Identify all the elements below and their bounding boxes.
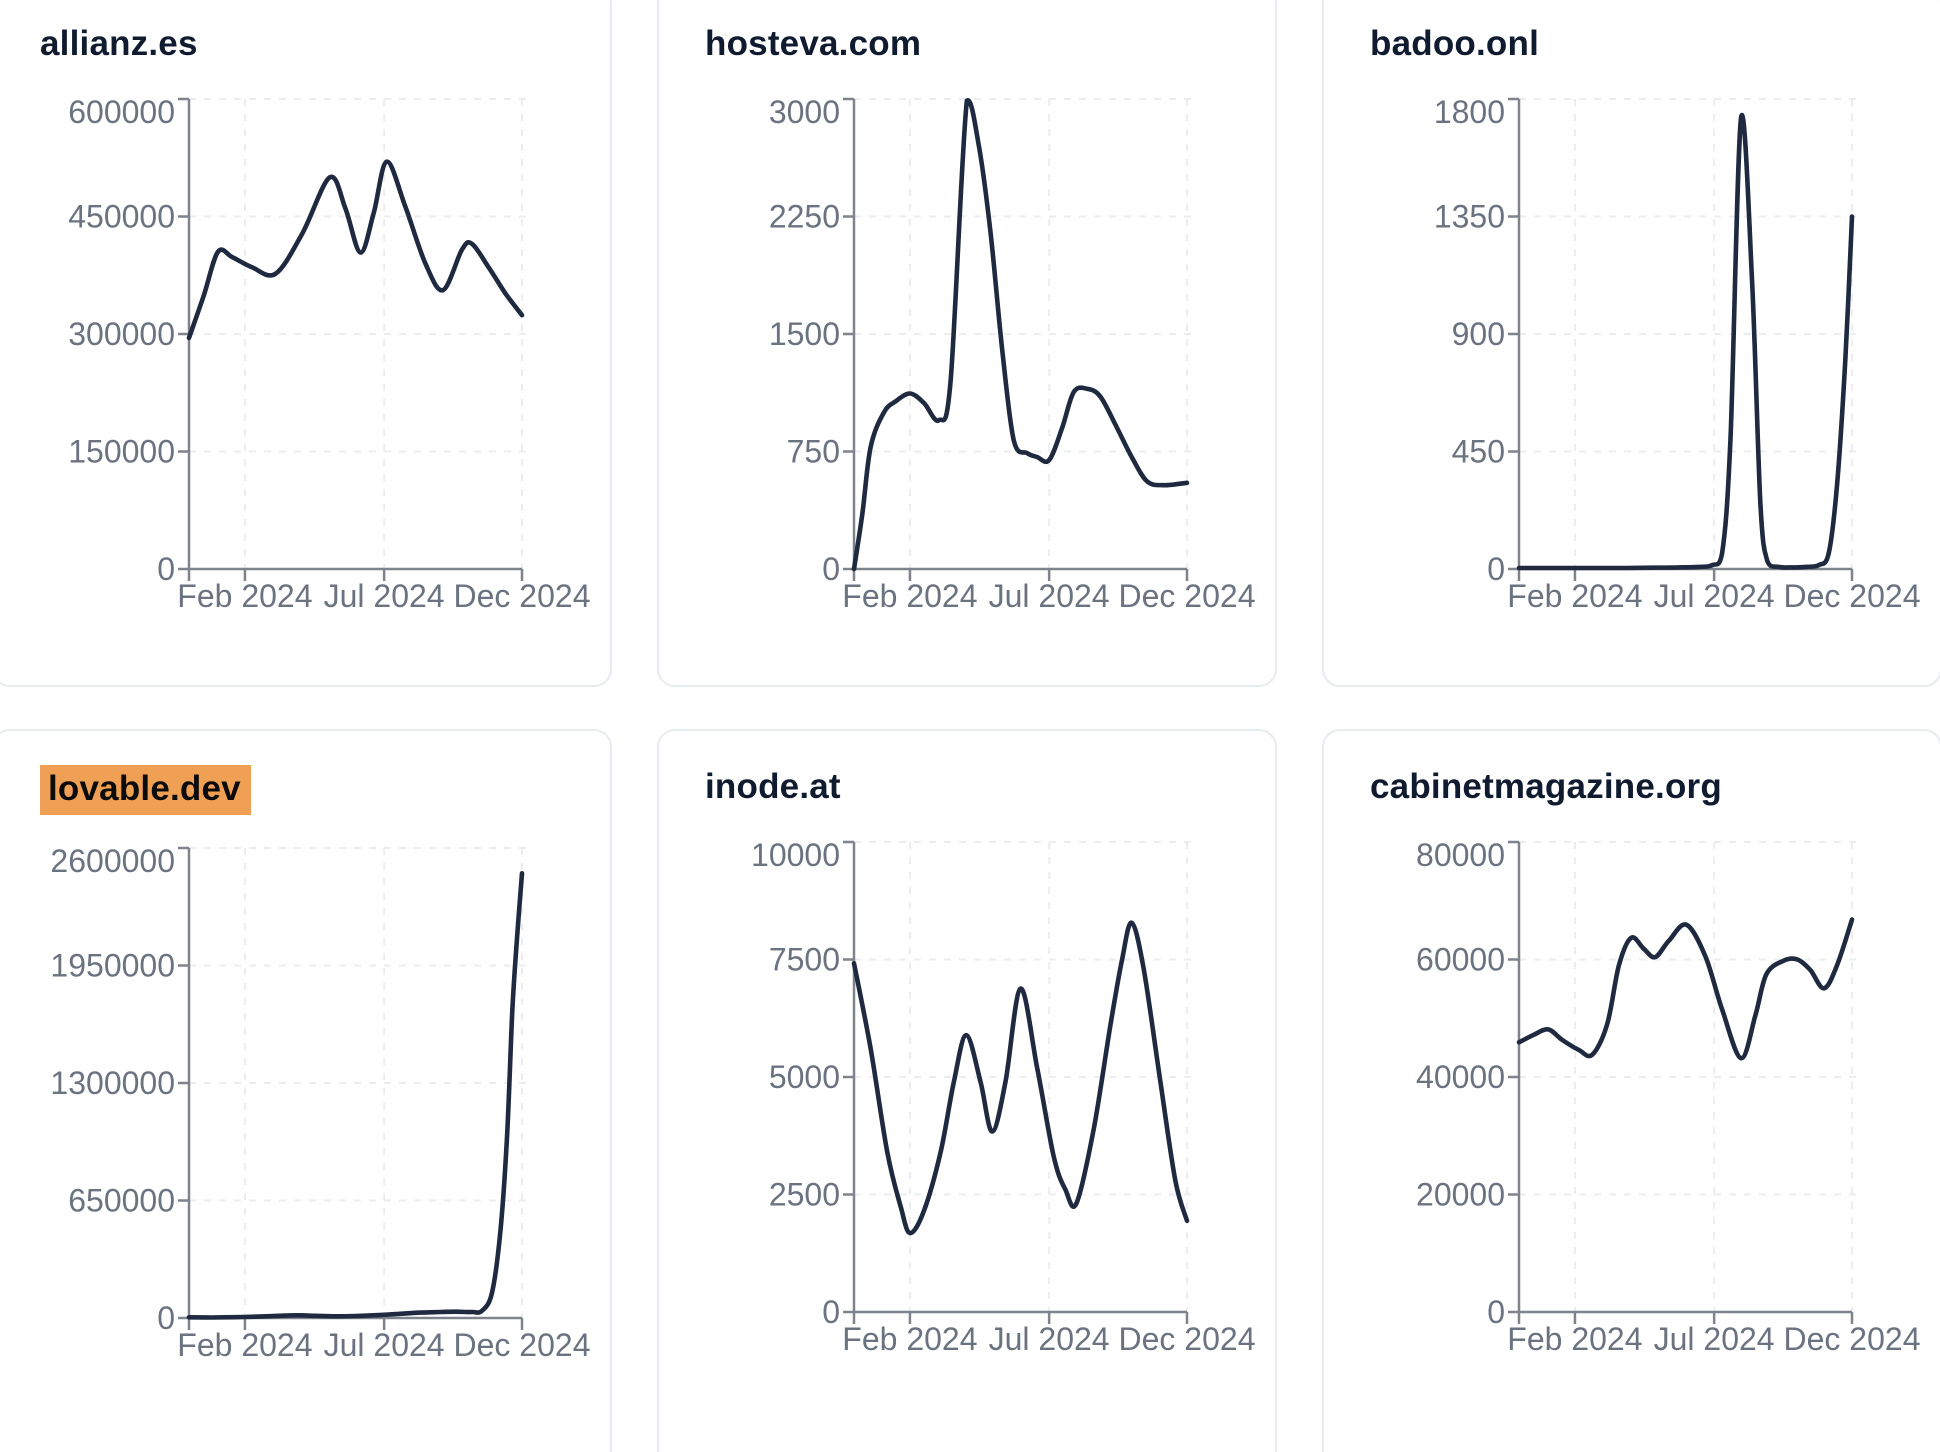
domain-title: allianz.es [0, 22, 610, 66]
x-tick-label: Dec 2024 [1784, 578, 1921, 614]
y-tick-label: 2500 [769, 1177, 840, 1213]
traffic-line-chart: 0 450 900 1350 1800 Feb 2024 Jul 2024 Dec 2024 [1434, 94, 1921, 614]
y-tick-label: 750 [787, 434, 840, 470]
y-tick-label: 0 [157, 551, 175, 587]
y-tick-label: 1800 [1434, 94, 1505, 130]
y-tick-label: 1500 [769, 316, 840, 352]
card-cabinetmagazine-org: cabinetmagazine.org 0 20000 40000 60000 8000… [1322, 729, 1940, 1452]
y-tick-label: 650000 [68, 1183, 175, 1219]
card-inode-at: inode.at 0 2500 5000 7500 10000 Feb 2024 Jul 2… [657, 729, 1277, 1452]
y-tick-label: 1300000 [50, 1065, 175, 1101]
y-tick-label: 40000 [1416, 1059, 1505, 1095]
card-hosteva-com: hosteva.com 0 750 1500 2250 3000 Feb 2024 Jul … [657, 0, 1277, 687]
series-line [1516, 112, 1855, 571]
x-tick-label: Feb 2024 [177, 578, 312, 614]
y-tick-label: 0 [157, 1300, 175, 1336]
x-tick-label: Jul 2024 [1654, 578, 1775, 614]
x-tick-label: Dec 2024 [454, 578, 591, 614]
domain-title-text: cabinetmagazine.org [1370, 767, 1722, 806]
y-tick-label: 600000 [68, 94, 175, 130]
x-tick-label: Feb 2024 [842, 1321, 977, 1357]
traffic-line-chart: 0 650000 1300000 1950000 2600000 Feb 2024 Jul … [50, 843, 591, 1363]
traffic-line-chart: 0 20000 40000 60000 80000 Feb 2024 Jul 2024 Dec… [1416, 837, 1921, 1357]
card-allianz-es: allianz.es 0 150000 300000 450000 600000 Feb … [0, 0, 612, 687]
y-tick-label: 60000 [1416, 942, 1505, 978]
series-line [1516, 917, 1855, 1061]
series-line [851, 920, 1190, 1236]
traffic-line-chart: 0 150000 300000 450000 600000 Feb 2024 Jul 202… [68, 94, 591, 614]
x-tick-label: Jul 2024 [1654, 1321, 1775, 1357]
domain-title-text: hosteva.com [705, 24, 922, 63]
x-tick-label: Feb 2024 [842, 578, 977, 614]
y-tick-label: 0 [822, 551, 840, 587]
traffic-line-chart: 0 750 1500 2250 3000 Feb 2024 Jul 2024 Dec 2024 [769, 94, 1256, 614]
y-tick-label: 7500 [769, 942, 840, 978]
x-tick-label: Jul 2024 [989, 1321, 1110, 1357]
domain-title: hosteva.com [659, 22, 1275, 66]
x-tick-label: Dec 2024 [454, 1327, 591, 1363]
x-tick-label: Jul 2024 [989, 578, 1110, 614]
domain-title-text: inode.at [705, 767, 841, 806]
card-badoo-onl: badoo.onl 0 450 900 1350 1800 Feb 2024 Jul 202… [1322, 0, 1940, 687]
domain-title-text: allianz.es [40, 24, 198, 63]
series-line [186, 871, 525, 1320]
y-tick-label: 0 [1487, 551, 1505, 587]
series-line [851, 98, 1190, 572]
y-tick-label: 0 [822, 1294, 840, 1330]
y-tick-label: 20000 [1416, 1177, 1505, 1213]
domain-title-text: lovable.dev [40, 765, 251, 815]
y-tick-label: 450000 [68, 199, 175, 235]
y-tick-label: 80000 [1416, 837, 1505, 873]
domain-title: badoo.onl [1324, 22, 1940, 66]
domain-title: lovable.dev [0, 765, 610, 815]
x-tick-label: Feb 2024 [1507, 578, 1642, 614]
y-tick-label: 10000 [751, 837, 840, 873]
x-tick-label: Jul 2024 [324, 1327, 445, 1363]
y-tick-label: 2600000 [50, 843, 175, 879]
domain-title-text: badoo.onl [1370, 24, 1539, 63]
y-tick-label: 3000 [769, 94, 840, 130]
domain-title: inode.at [659, 765, 1275, 809]
y-tick-label: 1350 [1434, 199, 1505, 235]
x-tick-label: Feb 2024 [1507, 1321, 1642, 1357]
y-tick-label: 2250 [769, 199, 840, 235]
x-tick-label: Jul 2024 [324, 578, 445, 614]
y-tick-label: 450 [1452, 434, 1505, 470]
x-tick-label: Dec 2024 [1119, 1321, 1256, 1357]
x-tick-label: Feb 2024 [177, 1327, 312, 1363]
card-lovable-dev: lovable.dev 0 650000 1300000 1950000 2600000… [0, 729, 612, 1452]
y-tick-label: 150000 [68, 434, 175, 470]
series-line [186, 159, 525, 341]
y-tick-label: 900 [1452, 316, 1505, 352]
y-tick-label: 5000 [769, 1059, 840, 1095]
x-tick-label: Dec 2024 [1784, 1321, 1921, 1357]
traffic-line-chart: 0 2500 5000 7500 10000 Feb 2024 Jul 2024 Dec 20… [751, 837, 1256, 1357]
y-tick-label: 300000 [68, 316, 175, 352]
y-tick-label: 1950000 [50, 948, 175, 984]
y-tick-label: 0 [1487, 1294, 1505, 1330]
x-tick-label: Dec 2024 [1119, 578, 1256, 614]
domain-title: cabinetmagazine.org [1324, 765, 1940, 809]
